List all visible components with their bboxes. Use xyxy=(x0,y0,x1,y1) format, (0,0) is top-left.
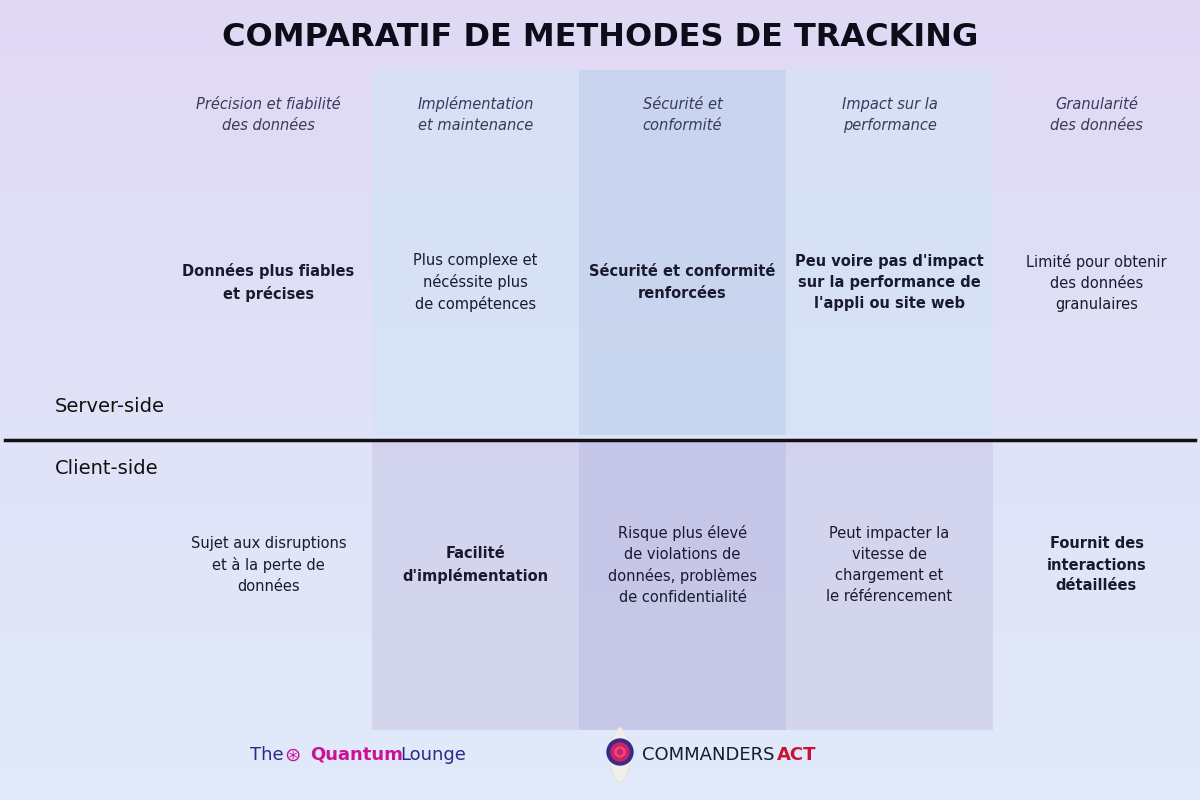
Text: Peu voire pas d'impact
sur la performance de
l'appli ou site web: Peu voire pas d'impact sur la performanc… xyxy=(796,254,984,311)
Text: ⊛: ⊛ xyxy=(284,746,300,765)
Bar xyxy=(372,440,580,730)
Text: Peut impacter la
vitesse de
chargement et
le référencement: Peut impacter la vitesse de chargement e… xyxy=(827,526,953,604)
Circle shape xyxy=(616,747,625,757)
Bar xyxy=(786,440,994,730)
Text: COMPARATIF DE METHODES DE TRACKING: COMPARATIF DE METHODES DE TRACKING xyxy=(222,22,978,54)
Text: Plus complexe et
nécéssite plus
de compétences: Plus complexe et nécéssite plus de compé… xyxy=(413,253,538,313)
Text: Données plus fiables
et précises: Données plus fiables et précises xyxy=(182,263,355,302)
Text: Implémentation
et maintenance: Implémentation et maintenance xyxy=(418,97,534,134)
Polygon shape xyxy=(610,727,630,783)
Text: Limité pour obtenir
des données
granulaires: Limité pour obtenir des données granulai… xyxy=(1026,254,1166,311)
Text: Granularité
des données: Granularité des données xyxy=(1050,97,1142,133)
Text: Fournit des
interactions
détaillées: Fournit des interactions détaillées xyxy=(1046,537,1146,594)
Text: Sujet aux disruptions
et à la perte de
données: Sujet aux disruptions et à la perte de d… xyxy=(191,536,347,594)
Text: Précision et fiabilité
des données: Précision et fiabilité des données xyxy=(196,97,341,133)
Text: Lounge: Lounge xyxy=(400,746,466,764)
Circle shape xyxy=(607,739,634,765)
Text: Server-side: Server-side xyxy=(55,398,166,417)
Text: Sécurité et conformité
renforcées: Sécurité et conformité renforcées xyxy=(589,265,775,301)
Circle shape xyxy=(618,750,623,754)
Bar xyxy=(786,70,994,160)
Text: Impact sur la
performance: Impact sur la performance xyxy=(841,97,937,133)
Bar xyxy=(580,70,786,160)
Bar xyxy=(372,70,580,160)
Bar xyxy=(786,160,994,435)
Bar xyxy=(372,160,580,435)
Text: Sécurité et
conformité: Sécurité et conformité xyxy=(643,97,722,133)
Text: The: The xyxy=(250,746,283,764)
Circle shape xyxy=(611,743,629,761)
Bar xyxy=(580,160,786,435)
Text: Client-side: Client-side xyxy=(55,458,158,478)
Text: Risque plus élevé
de violations de
données, problèmes
de confidentialité: Risque plus élevé de violations de donné… xyxy=(608,525,757,606)
Text: Facilité
d'implémentation: Facilité d'implémentation xyxy=(402,546,548,584)
Text: COMMANDERS: COMMANDERS xyxy=(642,746,774,764)
Text: Quantum: Quantum xyxy=(310,746,403,764)
Text: ACT: ACT xyxy=(778,746,816,764)
Bar xyxy=(580,440,786,730)
